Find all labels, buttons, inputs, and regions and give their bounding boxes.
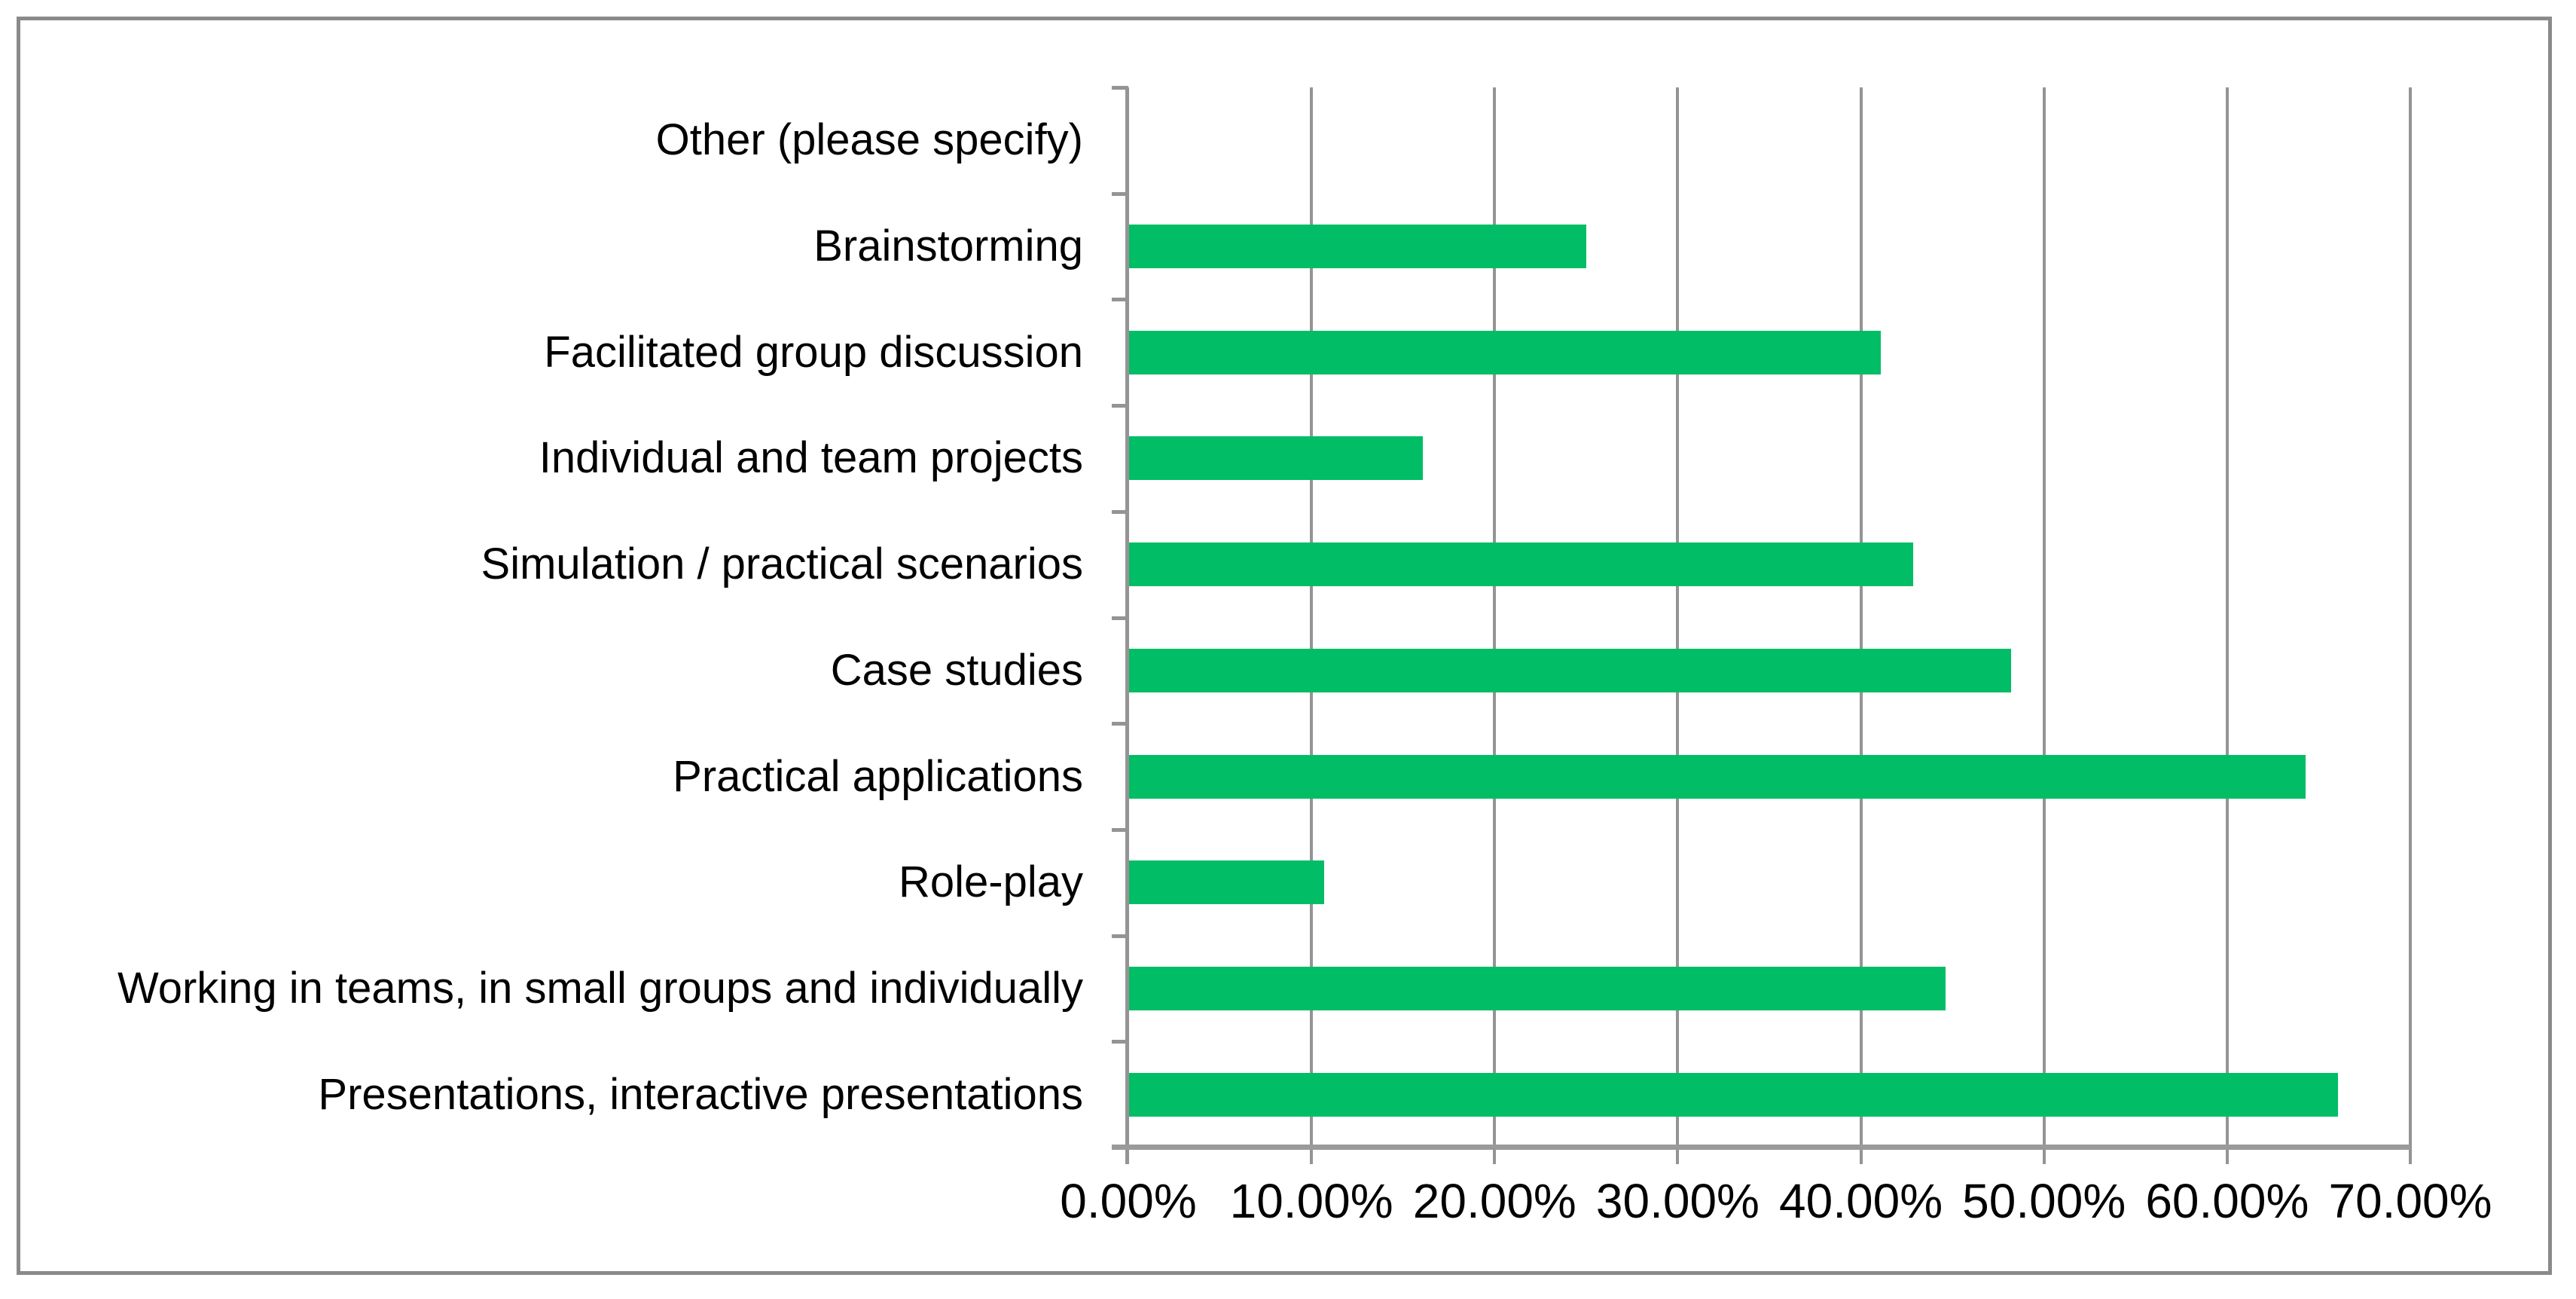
gridline-10pct [1310,87,1314,1164]
category-label: Role-play [899,857,1083,907]
x-axis-tick-label: 40.00% [1779,1174,1943,1228]
y-axis-tick [1112,191,1128,196]
bar [1128,754,2306,799]
bar [1128,330,1881,374]
x-axis-line [1112,1145,2410,1150]
bar [1128,966,1946,1010]
bar [1128,648,2012,692]
y-axis-tick [1112,404,1128,408]
category-axis-labels: Other (please specify) Brainstorming Facil… [30,87,1083,1148]
y-axis-tick [1112,509,1128,514]
bar [1128,543,1914,587]
x-axis-tick-label: 0.00% [1060,1174,1197,1228]
y-axis-tick [1112,86,1128,90]
x-axis-tick-label: 60.00% [2145,1174,2309,1228]
category-label: Individual and team projects [539,433,1083,483]
category-label: Case studies [830,645,1083,695]
category-label: Brainstorming [813,222,1083,271]
bar [1128,860,1325,905]
x-axis-tick-label: 20.00% [1412,1174,1576,1228]
y-axis-tick [1112,616,1128,620]
y-axis-tick [1112,298,1128,302]
x-axis-tick-label: 70.00% [2328,1174,2492,1228]
bar [1128,225,1586,269]
category-label: Practical applications [673,751,1083,801]
y-axis-tick [1112,722,1128,726]
bar [1128,1072,2339,1117]
gridline-50pct [2042,87,2046,1164]
y-axis-tick [1112,827,1128,832]
category-label: Facilitated group discussion [544,327,1083,377]
category-label: Other (please specify) [655,115,1083,165]
category-label: Simulation / practical scenarios [481,539,1083,589]
x-axis-tick-label: 10.00% [1229,1174,1393,1228]
gridline-30pct [1676,87,1680,1164]
gridline-40pct [1859,87,1863,1164]
category-label: Presentations, interactive presentations [318,1069,1083,1119]
gridline-60pct [2225,87,2229,1164]
x-axis-tick-label: 50.00% [1962,1174,2126,1228]
gridline-20pct [1493,87,1497,1164]
y-axis-line [1125,87,1129,1164]
x-axis-tick-label: 30.00% [1595,1174,1760,1228]
bar [1128,436,1423,481]
y-axis-tick [1112,934,1128,938]
y-axis-tick [1112,1040,1128,1044]
plot-area [1112,86,2412,1164]
gridline-70pct [2409,87,2412,1164]
category-label: Working in teams, in small groups and in… [118,963,1083,1013]
